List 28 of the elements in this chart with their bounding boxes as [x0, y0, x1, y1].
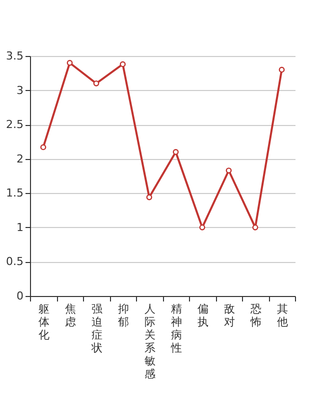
point	[40, 144, 46, 150]
y-tick-label: 3.5	[6, 50, 24, 62]
x-tick-label: 焦虑	[64, 302, 76, 328]
y-tick-label: 3	[16, 84, 24, 97]
x-tick-label: 强迫症状	[90, 302, 102, 354]
point	[252, 224, 258, 230]
point	[199, 224, 206, 230]
x-tick-label: 躯体化	[38, 302, 50, 342]
x-tick-label: 人际关系敏感	[144, 302, 156, 380]
point	[93, 80, 100, 86]
y-tick-label: 2	[16, 152, 24, 166]
y-tick-label: 0.5	[6, 255, 24, 268]
point	[226, 168, 232, 174]
y-tick-label: 1	[16, 220, 24, 234]
y-tick-label: 0	[16, 290, 24, 302]
x-tick-label: 偏执	[197, 302, 208, 328]
x-tick-label: 恐怖	[249, 302, 262, 328]
y-tick-label: 2.5	[6, 118, 24, 132]
x-tick-label: 敌对	[224, 302, 235, 328]
point	[66, 60, 73, 66]
x-tick-label: 抑郁	[118, 302, 129, 328]
x-tick-label: 其他	[276, 302, 288, 328]
x-tick-label: 精神病性	[170, 302, 182, 354]
point	[146, 194, 152, 200]
point	[120, 61, 126, 68]
point	[278, 66, 285, 73]
point	[172, 149, 179, 155]
y-tick-label: 1.5	[6, 186, 24, 200]
